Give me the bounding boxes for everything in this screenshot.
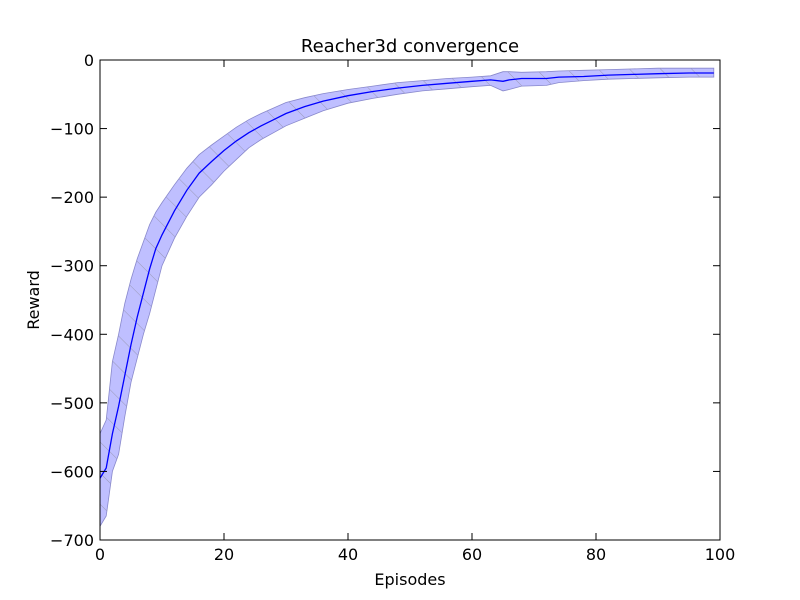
x-tick-label: 60 — [462, 545, 482, 564]
x-axis-label: Episodes — [374, 570, 445, 589]
chart-title: Reacher3d convergence — [301, 36, 519, 57]
x-tick-label: 20 — [214, 545, 234, 564]
y-axis-label: Reward — [24, 270, 43, 330]
y-tick-label: −300 — [50, 257, 94, 276]
y-tick-label: −500 — [50, 394, 94, 413]
y-tick-label: −600 — [50, 462, 94, 481]
confidence-band-hatch — [100, 68, 714, 527]
x-tick-label: 40 — [338, 545, 358, 564]
y-tick-label: 0 — [84, 51, 94, 70]
x-tick-label: 80 — [586, 545, 606, 564]
mean-reward-line — [100, 72, 714, 479]
y-tick-label: −700 — [50, 531, 94, 550]
y-tick-label: −100 — [50, 120, 94, 139]
y-tick-label: −400 — [50, 325, 94, 344]
plot-frame — [99, 59, 721, 541]
y-tick-label: −200 — [50, 188, 94, 207]
axis-ticks: 0 20 40 60 80 100 0 −100 −200 −300 −400 −500 −600 −70… — [50, 51, 735, 564]
x-tick-label: 0 — [95, 545, 105, 564]
confidence-band — [100, 67, 715, 528]
x-tick-label: 100 — [705, 545, 736, 564]
